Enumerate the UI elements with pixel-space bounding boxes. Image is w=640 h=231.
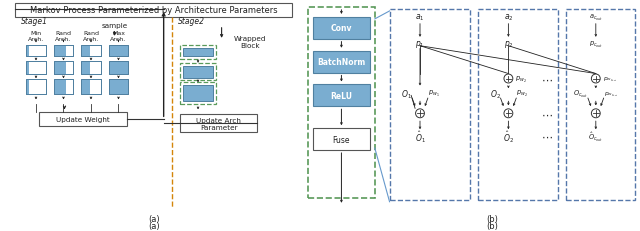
Bar: [26, 79, 46, 95]
Bar: [54, 61, 67, 74]
Text: $p_{w_2}$: $p_{w_2}$: [515, 74, 527, 84]
Bar: [390, 10, 470, 200]
Text: $a_{c_{out}}$: $a_{c_{out}}$: [589, 13, 603, 23]
Bar: [26, 61, 46, 74]
Bar: [180, 46, 216, 59]
Bar: [308, 8, 375, 198]
Bar: [313, 52, 370, 73]
Bar: [26, 46, 46, 56]
Text: Rand
Arch.: Rand Arch.: [83, 31, 99, 42]
Text: $p_{w_1}$: $p_{w_1}$: [428, 89, 440, 99]
Bar: [109, 79, 128, 95]
Bar: [26, 79, 46, 95]
Bar: [54, 46, 74, 56]
Text: $O_2$: $O_2$: [490, 88, 500, 100]
Bar: [81, 46, 90, 56]
Text: Min
Arch.: Min Arch.: [28, 31, 44, 42]
Bar: [109, 46, 128, 56]
Bar: [183, 49, 212, 56]
Text: (a): (a): [148, 214, 159, 223]
Text: $a_1$: $a_1$: [415, 12, 425, 23]
Text: Stage1: Stage1: [21, 17, 48, 26]
Text: $O_{c_{out}}$: $O_{c_{out}}$: [573, 88, 588, 100]
Bar: [566, 10, 635, 200]
Bar: [109, 46, 128, 56]
Bar: [180, 83, 216, 105]
Bar: [109, 79, 128, 95]
Bar: [313, 129, 370, 150]
Bar: [81, 79, 101, 95]
Text: Fuse: Fuse: [333, 135, 350, 144]
Bar: [54, 46, 74, 56]
Circle shape: [415, 109, 424, 118]
Text: $p_1$: $p_1$: [415, 39, 425, 50]
Text: (b): (b): [487, 221, 499, 230]
Bar: [81, 61, 90, 74]
Bar: [54, 46, 67, 56]
Bar: [81, 46, 101, 56]
Circle shape: [591, 109, 600, 118]
Text: $p_{w_2}$: $p_{w_2}$: [516, 89, 528, 99]
Text: $\cdots$: $\cdots$: [541, 74, 552, 84]
Bar: [26, 61, 29, 74]
Text: Max
Arch.: Max Arch.: [110, 31, 127, 42]
Bar: [183, 86, 212, 102]
Text: Update Arch
Parameter: Update Arch Parameter: [196, 117, 241, 130]
Bar: [26, 61, 46, 74]
Text: (b): (b): [487, 214, 499, 223]
Text: $\hat{O}_1$: $\hat{O}_1$: [415, 129, 426, 145]
Bar: [26, 79, 29, 95]
Bar: [478, 10, 559, 200]
Text: Wrapped
Block: Wrapped Block: [234, 36, 266, 49]
Text: $\hat{O}_2$: $\hat{O}_2$: [503, 129, 514, 145]
Text: Rand
Arch.: Rand Arch.: [56, 31, 72, 42]
Bar: [180, 63, 216, 81]
Text: $p_{c_{out}}$: $p_{c_{out}}$: [589, 40, 603, 49]
Text: $p_2$: $p_2$: [504, 39, 513, 50]
Text: $p_{w_{c_{out}}}$: $p_{w_{c_{out}}}$: [604, 90, 618, 98]
Text: $O_1$: $O_1$: [401, 88, 412, 100]
Circle shape: [504, 75, 513, 84]
Text: (a): (a): [148, 221, 159, 230]
Bar: [26, 46, 46, 56]
Circle shape: [504, 109, 513, 118]
Text: $a_2$: $a_2$: [504, 12, 513, 23]
Text: Stage2: Stage2: [179, 17, 205, 26]
Bar: [109, 61, 128, 74]
Text: Update Weight: Update Weight: [56, 117, 110, 123]
Bar: [81, 79, 90, 95]
Text: $\cdots$: $\cdots$: [541, 132, 552, 142]
Bar: [109, 61, 128, 74]
Bar: [15, 4, 292, 18]
Text: $\cdots$: $\cdots$: [541, 109, 552, 119]
Text: ReLU: ReLU: [330, 91, 353, 100]
Bar: [54, 79, 74, 95]
Bar: [180, 115, 257, 133]
Text: Conv: Conv: [331, 24, 352, 33]
Bar: [313, 85, 370, 107]
Bar: [54, 79, 67, 95]
Bar: [313, 18, 370, 40]
Circle shape: [591, 75, 600, 84]
Text: BatchNorm: BatchNorm: [317, 58, 365, 67]
Bar: [39, 113, 127, 127]
Text: Markov Process Parameterized by Architecture Parameters: Markov Process Parameterized by Architec…: [30, 6, 278, 15]
Bar: [54, 61, 74, 74]
Bar: [81, 46, 101, 56]
Text: sample: sample: [101, 23, 128, 29]
Bar: [81, 61, 101, 74]
Text: $\hat{O}_{c_{out}}$: $\hat{O}_{c_{out}}$: [588, 130, 604, 143]
Bar: [54, 61, 74, 74]
Bar: [54, 79, 74, 95]
Bar: [81, 79, 101, 95]
Bar: [26, 46, 29, 56]
Text: $p_{w_{c_{out}}}$: $p_{w_{c_{out}}}$: [603, 75, 617, 84]
Bar: [81, 61, 101, 74]
Bar: [183, 66, 212, 78]
